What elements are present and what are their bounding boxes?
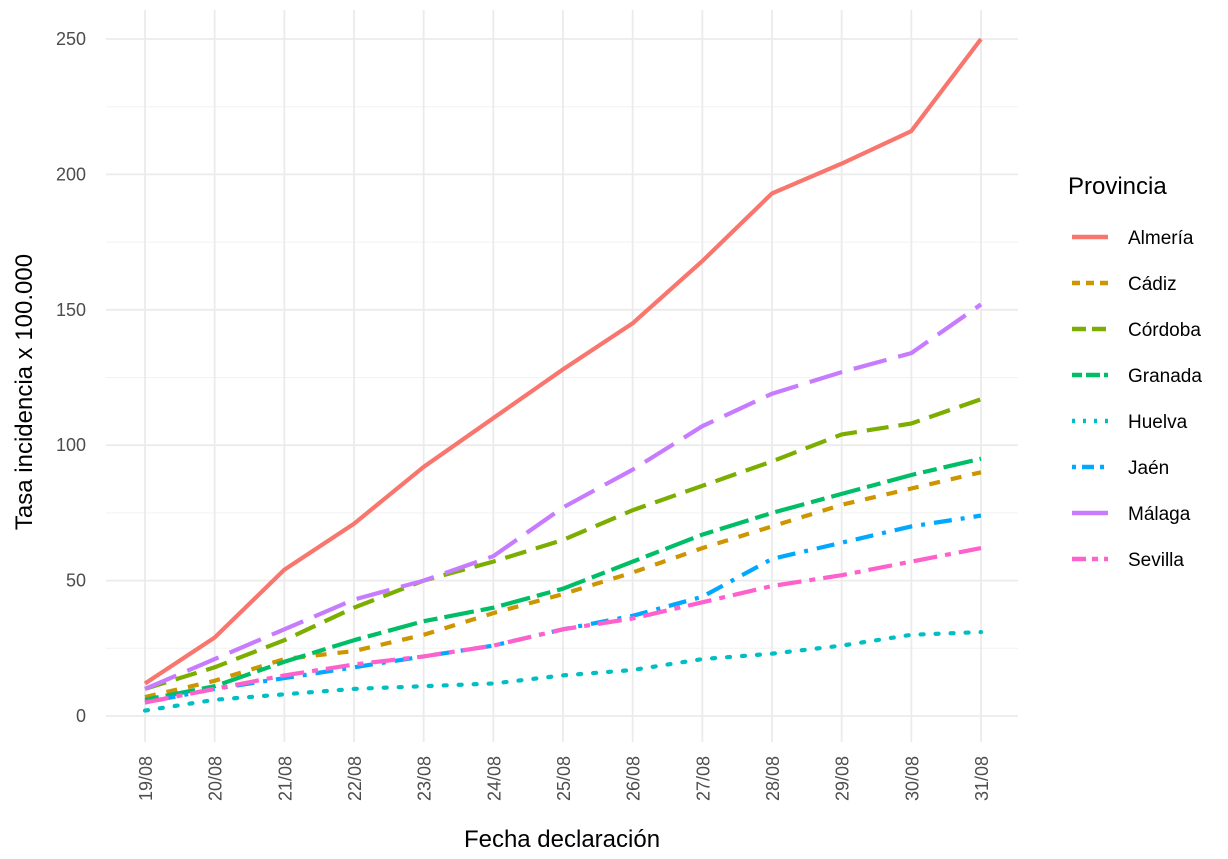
- legend: Provincia Almería Cádiz Córdoba Granada Huel…: [1068, 173, 1202, 571]
- x-tick-label: 21/08: [275, 756, 295, 801]
- series-line-málaga: [144, 302, 983, 691]
- legend-item: Jaén: [1072, 458, 1169, 479]
- legend-item: Almería: [1072, 228, 1194, 249]
- legend-label: Almería: [1128, 228, 1194, 249]
- legend-item: Málaga: [1072, 504, 1191, 525]
- x-tick-label: 20/08: [206, 756, 226, 801]
- legend-label: Huelva: [1128, 412, 1188, 433]
- x-tick-label: 19/08: [136, 756, 156, 801]
- y-axis-ticks: 0 50 100 150 200 250: [56, 29, 86, 726]
- y-tick-label: 0: [76, 706, 86, 726]
- y-tick-label: 250: [56, 29, 86, 49]
- grid-lines: [106, 10, 1018, 742]
- legend-item: Cádiz: [1072, 274, 1177, 295]
- legend-item: Huelva: [1072, 412, 1188, 433]
- x-tick-label: 28/08: [763, 756, 783, 801]
- legend-label: Jaén: [1128, 458, 1169, 479]
- x-tick-label: 29/08: [833, 756, 853, 801]
- y-tick-label: 200: [56, 164, 86, 184]
- legend-label: Granada: [1128, 366, 1202, 387]
- legend-item: Sevilla: [1072, 550, 1184, 571]
- x-tick-label: 24/08: [484, 756, 504, 801]
- legend-label: Córdoba: [1128, 320, 1201, 341]
- series-line-granada: [144, 456, 982, 702]
- legend-label: Sevilla: [1128, 550, 1184, 571]
- y-tick-label: 100: [56, 435, 86, 455]
- series-lines: [142, 37, 984, 713]
- y-tick-label: 150: [56, 300, 86, 320]
- legend-item: Córdoba: [1072, 320, 1201, 341]
- legend-label: Málaga: [1128, 504, 1191, 525]
- legend-label: Cádiz: [1128, 274, 1177, 295]
- x-tick-label: 27/08: [693, 756, 713, 801]
- x-tick-label: 31/08: [972, 756, 992, 801]
- x-tick-label: 22/08: [345, 756, 365, 801]
- y-axis-title: Tasa incidencia x 100.000: [11, 254, 38, 530]
- x-axis-ticks: 19/08 20/08 21/08 22/08 23/08 24/08 25/08 26/08…: [136, 756, 992, 801]
- x-tick-label: 30/08: [902, 756, 922, 801]
- x-tick-label: 26/08: [624, 756, 644, 801]
- series-line-córdoba: [144, 397, 982, 691]
- x-axis-title: Fecha declaración: [464, 826, 660, 853]
- x-tick-label: 25/08: [554, 756, 574, 801]
- legend-items: Almería Cádiz Córdoba Granada Huelva Jaén Mála…: [1072, 228, 1202, 571]
- legend-title: Provincia: [1068, 173, 1167, 200]
- series-line-sevilla: [144, 546, 982, 705]
- series-line-huelva: [142, 630, 984, 713]
- legend-item: Granada: [1072, 366, 1202, 387]
- series-line-almería: [143, 37, 983, 686]
- y-tick-label: 50: [66, 571, 86, 591]
- x-tick-label: 23/08: [415, 756, 435, 801]
